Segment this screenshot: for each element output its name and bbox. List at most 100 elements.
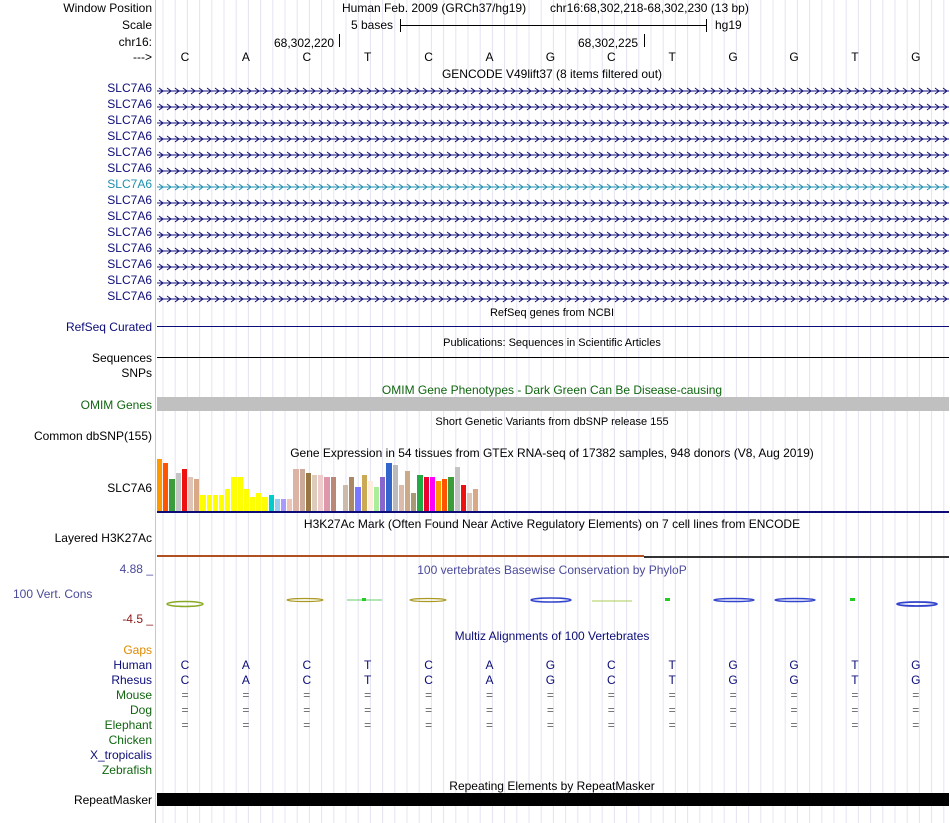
species-label[interactable]: Rhesus bbox=[111, 673, 152, 687]
species-label[interactable]: Human bbox=[113, 658, 152, 672]
gtex-bar[interactable] bbox=[206, 495, 212, 511]
dbsnp-label[interactable]: Common dbSNP(155) bbox=[33, 429, 152, 443]
species-label[interactable]: X_tropicalis bbox=[89, 748, 152, 762]
gaps-label[interactable]: Gaps bbox=[123, 643, 152, 657]
gtex-bar[interactable] bbox=[367, 481, 373, 511]
gtex-bar[interactable] bbox=[374, 487, 380, 511]
phylop-plot[interactable] bbox=[157, 594, 949, 610]
gtex-bar[interactable] bbox=[293, 469, 299, 511]
gtex-bar[interactable] bbox=[237, 477, 243, 511]
species-label[interactable]: Zebrafish bbox=[101, 763, 152, 777]
gtex-bar[interactable] bbox=[212, 495, 218, 511]
refseq-gene-line[interactable] bbox=[157, 326, 949, 327]
gencode-transcript[interactable] bbox=[157, 132, 949, 143]
gencode-item-label[interactable]: SLC7A6 bbox=[107, 81, 152, 95]
gtex-bar[interactable] bbox=[355, 487, 361, 511]
gtex-bar[interactable] bbox=[274, 499, 280, 511]
gencode-transcript[interactable] bbox=[157, 292, 949, 303]
gtex-bar[interactable] bbox=[460, 485, 466, 511]
gtex-bar[interactable] bbox=[299, 469, 305, 511]
gtex-bar[interactable] bbox=[305, 473, 311, 511]
gencode-item-label[interactable]: SLC7A6 bbox=[107, 113, 152, 127]
pubs-line[interactable] bbox=[157, 357, 949, 358]
gtex-bar[interactable] bbox=[175, 473, 181, 511]
gencode-item-label[interactable]: SLC7A6 bbox=[107, 145, 152, 159]
gtex-bar[interactable] bbox=[256, 493, 262, 511]
gtex-bar[interactable] bbox=[262, 497, 268, 511]
refseq-label[interactable]: RefSeq Curated bbox=[65, 320, 152, 334]
gencode-transcript[interactable] bbox=[157, 180, 949, 191]
gtex-bar[interactable] bbox=[429, 477, 435, 511]
species-label[interactable]: Dog bbox=[129, 703, 152, 717]
gencode-item-label[interactable]: SLC7A6 bbox=[107, 225, 152, 239]
gtex-bar[interactable] bbox=[318, 475, 324, 511]
gencode-item-label[interactable]: SLC7A6 bbox=[107, 161, 152, 175]
gtex-bar[interactable] bbox=[250, 497, 256, 511]
gtex-bar[interactable] bbox=[392, 465, 398, 511]
gtex-bar[interactable] bbox=[188, 477, 194, 511]
gtex-bar[interactable] bbox=[243, 489, 249, 511]
gtex-bar[interactable] bbox=[324, 477, 330, 511]
gencode-transcript[interactable] bbox=[157, 148, 949, 159]
pubs-label[interactable]: Sequences bbox=[91, 351, 152, 365]
gtex-bar[interactable] bbox=[405, 471, 411, 511]
gencode-item-label[interactable]: SLC7A6 bbox=[107, 209, 152, 223]
gtex-bar[interactable] bbox=[442, 479, 448, 511]
gencode-transcript[interactable] bbox=[157, 244, 949, 255]
gtex-bar[interactable] bbox=[343, 485, 349, 511]
gtex-bar[interactable] bbox=[330, 477, 336, 511]
omim-feature[interactable] bbox=[157, 397, 949, 411]
species-label[interactable]: Chicken bbox=[108, 733, 152, 747]
gencode-item-label[interactable]: SLC7A6 bbox=[107, 129, 152, 143]
gtex-label[interactable]: SLC7A6 bbox=[107, 481, 152, 495]
repeat-label[interactable]: RepeatMasker bbox=[73, 793, 152, 807]
gtex-bar[interactable] bbox=[194, 479, 200, 511]
gtex-bar[interactable] bbox=[157, 459, 163, 511]
omim-label[interactable]: OMIM Genes bbox=[80, 398, 152, 412]
gencode-item-label[interactable]: SLC7A6 bbox=[107, 97, 152, 111]
gencode-transcript[interactable] bbox=[157, 276, 949, 287]
gtex-bar[interactable] bbox=[467, 493, 473, 511]
phylop-label[interactable]: 100 Vert. Cons bbox=[13, 587, 93, 601]
species-label[interactable]: Elephant bbox=[104, 718, 152, 732]
gtex-bar[interactable] bbox=[411, 493, 417, 511]
gtex-bar[interactable] bbox=[380, 477, 386, 511]
gtex-bar[interactable] bbox=[169, 479, 175, 511]
h3k27-label[interactable]: Layered H3K27Ac bbox=[54, 531, 152, 545]
gencode-transcript[interactable] bbox=[157, 84, 949, 95]
gtex-bar[interactable] bbox=[448, 477, 454, 511]
gtex-bar[interactable] bbox=[281, 499, 287, 511]
gencode-transcript[interactable] bbox=[157, 260, 949, 271]
gtex-bar[interactable] bbox=[423, 477, 429, 511]
gtex-bar[interactable] bbox=[454, 467, 460, 511]
gtex-bar[interactable] bbox=[349, 477, 355, 511]
gtex-bar[interactable] bbox=[163, 463, 169, 511]
gencode-item-label[interactable]: SLC7A6 bbox=[107, 257, 152, 271]
gencode-transcript[interactable] bbox=[157, 196, 949, 207]
gencode-item-label[interactable]: SLC7A6 bbox=[107, 193, 152, 207]
gtex-bar[interactable] bbox=[200, 495, 206, 511]
gencode-item-label[interactable]: SLC7A6 bbox=[107, 273, 152, 287]
species-label[interactable]: Mouse bbox=[115, 688, 152, 702]
gencode-transcript[interactable] bbox=[157, 164, 949, 175]
gencode-item-label[interactable]: SLC7A6 bbox=[107, 289, 152, 303]
gencode-transcript[interactable] bbox=[157, 212, 949, 223]
gtex-bar[interactable] bbox=[181, 469, 187, 511]
gencode-transcript[interactable] bbox=[157, 100, 949, 111]
gtex-bar[interactable] bbox=[219, 495, 225, 511]
gencode-transcript[interactable] bbox=[157, 228, 949, 239]
gtex-bar[interactable] bbox=[436, 481, 442, 511]
gtex-bar[interactable] bbox=[225, 489, 231, 511]
gtex-bar[interactable] bbox=[473, 489, 479, 511]
repeat-feature[interactable] bbox=[157, 793, 949, 806]
gtex-bar[interactable] bbox=[417, 475, 423, 511]
gtex-bar[interactable] bbox=[312, 475, 318, 511]
snps-label[interactable]: SNPs bbox=[121, 366, 152, 380]
gtex-bar[interactable] bbox=[386, 463, 392, 511]
gtex-bar[interactable] bbox=[231, 477, 237, 511]
gtex-bar[interactable] bbox=[398, 485, 404, 511]
gencode-item-label[interactable]: SLC7A6 bbox=[107, 177, 152, 191]
gencode-item-label[interactable]: SLC7A6 bbox=[107, 241, 152, 255]
position-text[interactable]: chr16:68,302,218-68,302,230 (13 bp) bbox=[550, 1, 749, 15]
gtex-bar[interactable] bbox=[361, 475, 367, 511]
